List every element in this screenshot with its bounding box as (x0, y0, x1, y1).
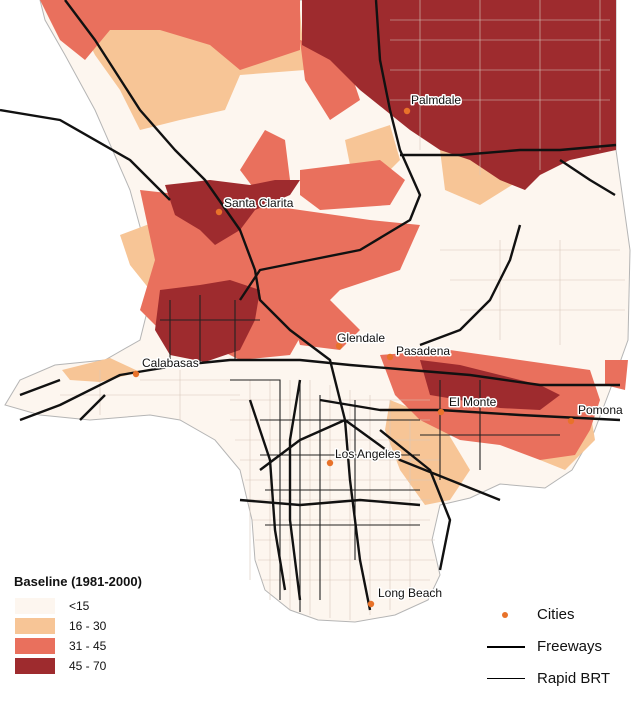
freeway-line-icon (487, 641, 525, 653)
legend-label: <15 (69, 599, 90, 613)
city-dot (367, 600, 375, 608)
legend-label: Rapid BRT (537, 670, 611, 687)
legend-cities: Cities (487, 606, 575, 623)
city-dot (403, 107, 411, 115)
legend-item: <15 (15, 598, 89, 614)
legend-label: Cities (537, 606, 575, 623)
legend-label: 31 - 45 (69, 639, 107, 653)
legend-label: 16 - 30 (69, 619, 107, 633)
city-label: Santa Clarita (224, 196, 294, 210)
zone-45-70 (155, 0, 616, 410)
legend-item: 31 - 45 (15, 638, 106, 654)
city-dot (335, 342, 343, 350)
city-dot (437, 408, 445, 416)
city-label: Glendale (337, 331, 385, 345)
city-label: Long Beach (378, 586, 442, 600)
city-dot (326, 459, 334, 467)
city-dot-icon (487, 609, 525, 621)
freeway-lines (0, 0, 621, 611)
city-dots (132, 107, 575, 608)
legend-swatch (15, 638, 55, 654)
legend-item: 45 - 70 (15, 658, 106, 674)
legend-label: 45 - 70 (69, 659, 107, 673)
legend-item: 16 - 30 (15, 618, 106, 634)
city-label: Calabasas (142, 356, 199, 370)
city-dot (386, 353, 394, 361)
legend-title: Baseline (1981-2000) (14, 574, 142, 589)
city-label: Pomona (578, 403, 623, 417)
legend-swatch (15, 618, 55, 634)
legend-swatch (15, 658, 55, 674)
city-label: El Monte (449, 395, 497, 409)
legend-swatch (15, 598, 55, 614)
rapid-brt-lines (160, 295, 560, 612)
city-labels: Palmdale Santa Clarita Glendale Pasadena… (141, 92, 625, 602)
brt-line-icon (487, 673, 525, 685)
legend-freeways: Freeways (487, 638, 602, 655)
city-label: Palmdale (411, 93, 461, 107)
city-dot (215, 208, 223, 216)
city-dot (567, 417, 575, 425)
legend-label: Freeways (537, 638, 603, 655)
legend-rapid-brt: Rapid BRT (487, 670, 610, 687)
city-label: Pasadena (396, 344, 450, 358)
city-label: Los Angeles (335, 447, 400, 461)
city-dot (132, 370, 140, 378)
